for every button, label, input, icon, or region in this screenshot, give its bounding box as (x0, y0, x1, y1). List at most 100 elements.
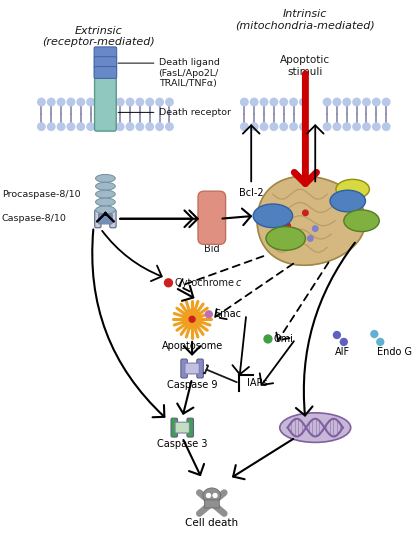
Circle shape (333, 122, 341, 131)
Circle shape (342, 122, 351, 131)
Circle shape (57, 122, 65, 131)
Circle shape (240, 98, 249, 107)
Circle shape (67, 122, 75, 131)
FancyBboxPatch shape (171, 418, 178, 437)
Circle shape (299, 98, 308, 107)
FancyBboxPatch shape (94, 66, 117, 78)
Ellipse shape (336, 179, 370, 199)
Circle shape (240, 122, 249, 131)
Text: Bak: Bak (352, 216, 371, 225)
Circle shape (334, 331, 340, 338)
Circle shape (96, 122, 105, 131)
Text: Bcl-X: Bcl-X (341, 185, 365, 194)
FancyBboxPatch shape (197, 359, 203, 378)
Circle shape (362, 122, 371, 131)
Circle shape (106, 98, 115, 107)
Circle shape (116, 122, 124, 131)
Circle shape (76, 98, 85, 107)
Circle shape (86, 98, 95, 107)
Circle shape (377, 338, 384, 345)
Ellipse shape (96, 182, 115, 190)
FancyBboxPatch shape (94, 47, 117, 59)
Text: Bax: Bax (339, 197, 357, 205)
Circle shape (57, 98, 65, 107)
Circle shape (126, 122, 134, 131)
Circle shape (145, 98, 154, 107)
Circle shape (323, 98, 331, 107)
Ellipse shape (330, 190, 365, 212)
Circle shape (340, 338, 347, 345)
Polygon shape (257, 176, 365, 265)
Circle shape (155, 122, 164, 131)
Circle shape (189, 316, 195, 322)
FancyBboxPatch shape (175, 422, 189, 433)
Circle shape (205, 311, 212, 318)
FancyBboxPatch shape (98, 213, 112, 224)
Circle shape (269, 122, 278, 131)
Text: Cytochrome: Cytochrome (176, 278, 238, 288)
FancyBboxPatch shape (185, 363, 199, 374)
Circle shape (303, 210, 308, 216)
FancyBboxPatch shape (198, 191, 225, 244)
Circle shape (47, 122, 56, 131)
Circle shape (197, 512, 201, 515)
Circle shape (250, 98, 259, 107)
Text: Bax: Bax (264, 211, 282, 220)
Text: Caspase-8/10: Caspase-8/10 (2, 215, 67, 223)
FancyBboxPatch shape (187, 418, 194, 437)
Circle shape (135, 122, 144, 131)
Circle shape (281, 213, 287, 219)
Text: Death receptor: Death receptor (159, 108, 230, 117)
FancyBboxPatch shape (95, 58, 116, 131)
Ellipse shape (344, 210, 379, 232)
Circle shape (165, 279, 172, 287)
Circle shape (372, 98, 381, 107)
Ellipse shape (280, 413, 351, 443)
Circle shape (289, 98, 298, 107)
Circle shape (382, 122, 391, 131)
Text: Bid: Bid (204, 244, 220, 254)
Circle shape (279, 98, 288, 107)
Circle shape (260, 122, 269, 131)
FancyBboxPatch shape (95, 210, 101, 228)
Circle shape (323, 122, 331, 131)
Circle shape (37, 122, 46, 131)
Circle shape (222, 490, 226, 495)
Text: IAPs: IAPs (247, 378, 268, 388)
Ellipse shape (253, 204, 292, 227)
Circle shape (285, 223, 290, 229)
Circle shape (372, 122, 381, 131)
Circle shape (371, 330, 378, 337)
Text: Omi: Omi (274, 334, 294, 344)
Text: Intrinsic
(mitochondria-mediated): Intrinsic (mitochondria-mediated) (235, 9, 375, 31)
Circle shape (308, 236, 313, 241)
Text: AIF: AIF (335, 347, 350, 357)
Circle shape (382, 98, 391, 107)
Ellipse shape (266, 226, 305, 250)
Ellipse shape (203, 488, 221, 503)
Circle shape (155, 98, 164, 107)
Circle shape (289, 122, 298, 131)
Text: Death ligand
(FasL/Apo2L/
TRAIL/TNFα): Death ligand (FasL/Apo2L/ TRAIL/TNFα) (159, 58, 220, 88)
Text: Apoptosome: Apoptosome (161, 341, 223, 351)
Circle shape (279, 122, 288, 131)
Text: Bak: Bak (276, 234, 295, 243)
Circle shape (67, 98, 75, 107)
FancyBboxPatch shape (94, 57, 117, 68)
Circle shape (213, 494, 217, 497)
Circle shape (352, 122, 361, 131)
Circle shape (165, 98, 174, 107)
Circle shape (37, 98, 46, 107)
Circle shape (352, 98, 361, 107)
Ellipse shape (96, 206, 115, 214)
Circle shape (76, 122, 85, 131)
Circle shape (313, 226, 318, 231)
Circle shape (264, 335, 272, 343)
Circle shape (295, 236, 300, 241)
Text: Cell death: Cell death (185, 518, 238, 528)
Ellipse shape (96, 190, 115, 198)
Text: Procaspase-8/10: Procaspase-8/10 (2, 190, 80, 199)
Circle shape (126, 98, 134, 107)
Circle shape (342, 98, 351, 107)
Circle shape (165, 122, 174, 131)
